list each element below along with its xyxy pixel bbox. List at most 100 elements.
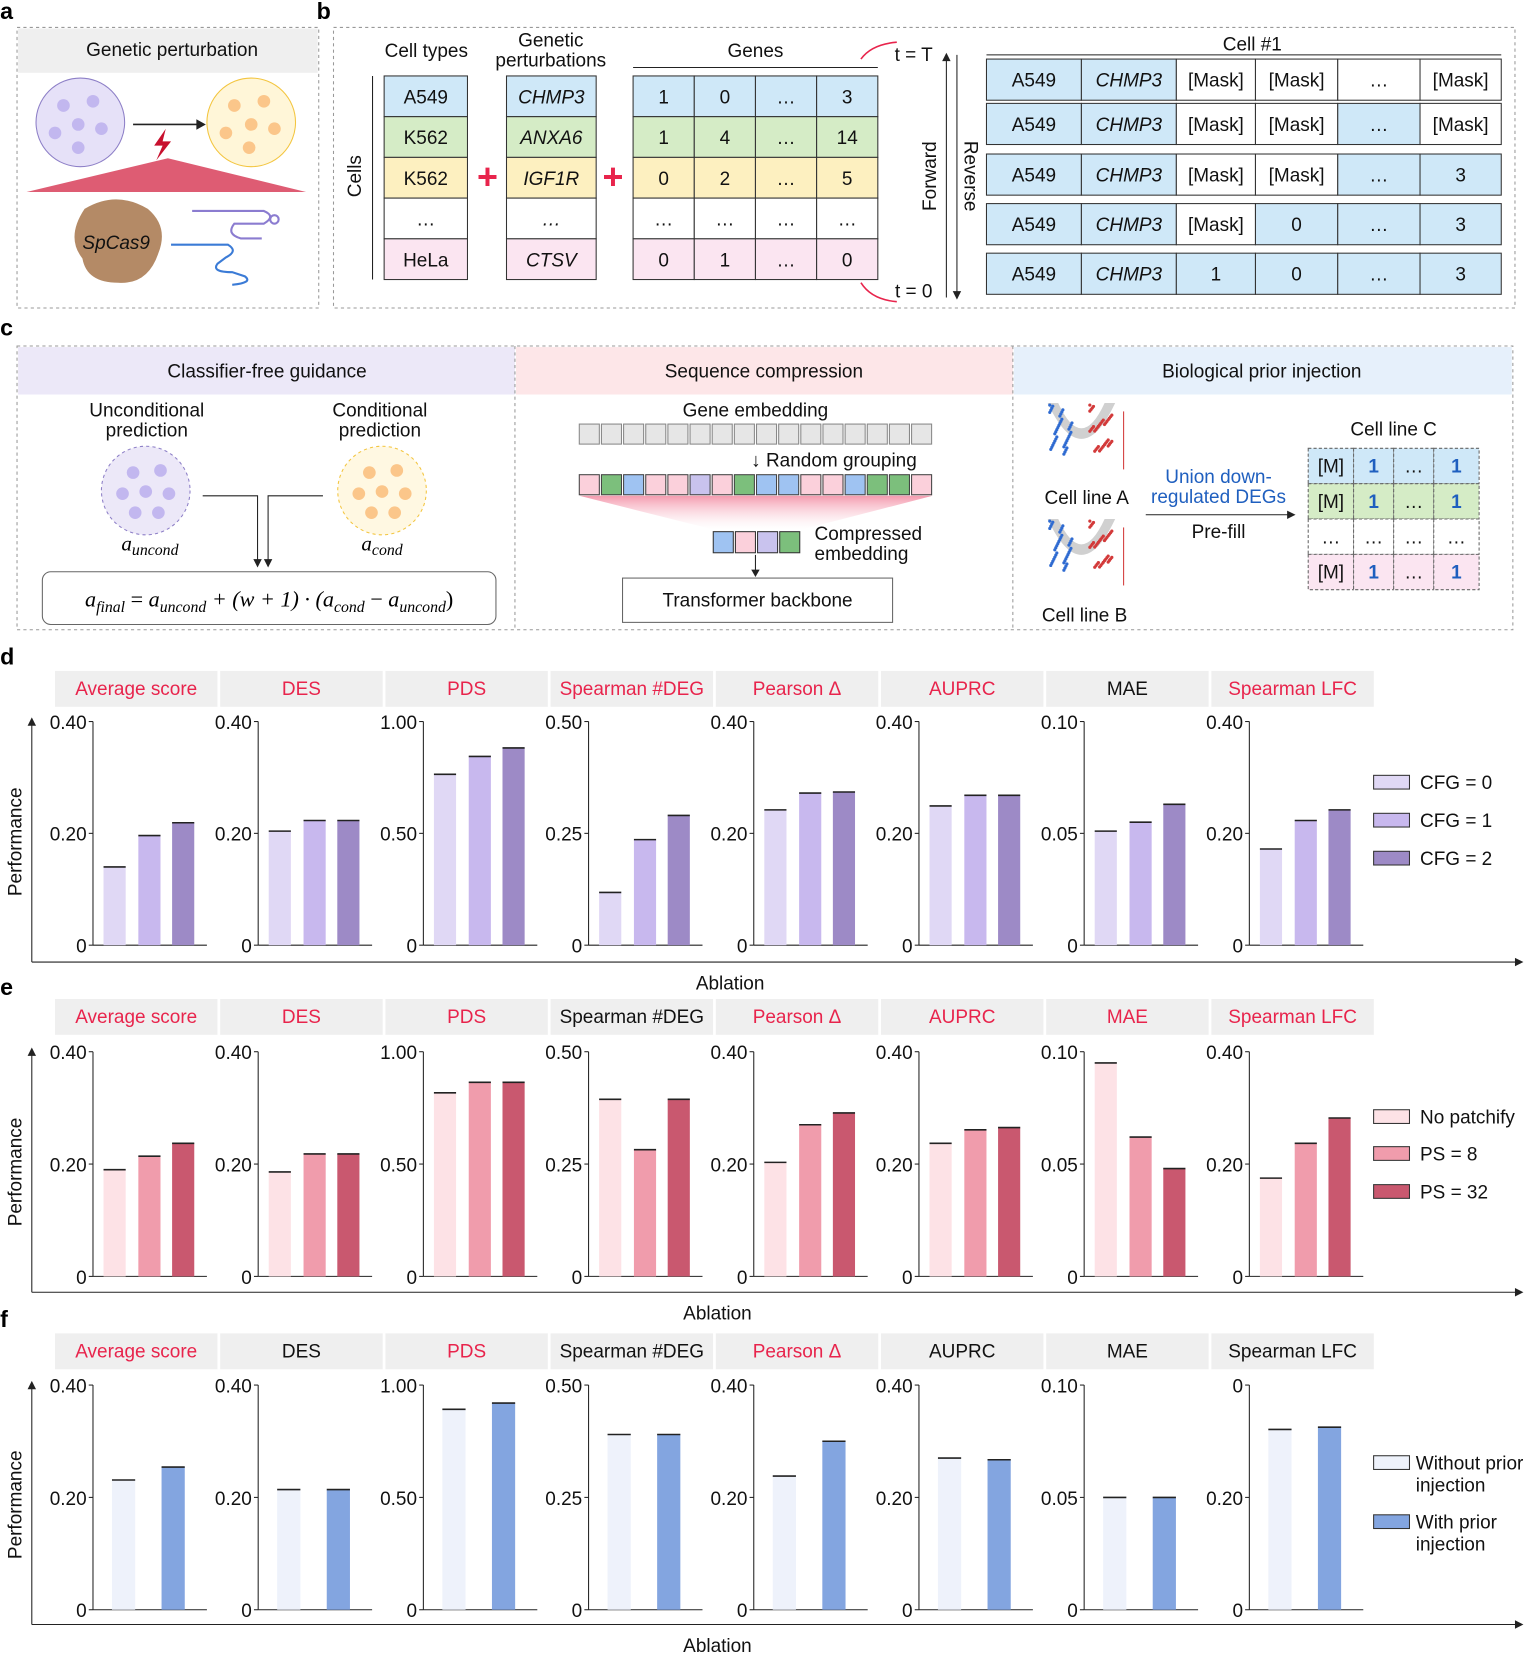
- bar: [442, 1409, 466, 1610]
- y-tick-label: 0.05: [1041, 825, 1078, 846]
- y-tick-label: 0.20: [711, 825, 748, 846]
- uncond-label-1: Unconditional: [89, 401, 204, 422]
- cell-type-label: K562: [404, 169, 448, 190]
- a-cond-label: acond: [361, 532, 402, 559]
- legend-label: injection: [1416, 1535, 1486, 1556]
- x-arrow-icon: [1514, 1288, 1524, 1297]
- union-label-1: Union down-: [1165, 467, 1272, 488]
- bar: [764, 1162, 787, 1277]
- y-tick-label: 0: [76, 937, 87, 958]
- gene-count-value: …: [777, 250, 796, 271]
- y-tick-label: 0: [406, 1268, 417, 1289]
- y-tick-label: 0: [241, 1268, 252, 1289]
- gene-token: [645, 423, 667, 445]
- legend-label: CFG = 1: [1420, 811, 1492, 832]
- prior-value: 1: [1368, 563, 1379, 584]
- y-tick-label: 1.00: [380, 1043, 417, 1064]
- y-tick-label: 0: [241, 1601, 252, 1622]
- grouped-token: [733, 474, 755, 496]
- sequence-token: [Mask]: [1269, 165, 1325, 186]
- legend-label: CFG = 2: [1420, 849, 1492, 870]
- prior-value: 1: [1451, 457, 1462, 478]
- y-tick-label: 0.40: [711, 1043, 748, 1064]
- sequence-token-cell: [985, 252, 1082, 295]
- cond-label-1: Conditional: [332, 401, 427, 422]
- bar: [1328, 1118, 1351, 1277]
- y-tick-label: 0.20: [1206, 825, 1243, 846]
- subplot-pearson-: Pearson Δ 0 0.20 0.40: [711, 670, 879, 958]
- legend-item: PS = 8: [1373, 1144, 1478, 1165]
- y-tick-label: 1.00: [380, 713, 417, 734]
- subplot-header: [55, 998, 218, 1035]
- y-tick-label: 0.20: [50, 1489, 87, 1510]
- subplot-title: MAE: [1107, 1007, 1148, 1028]
- y-tick-label: 0.40: [50, 713, 87, 734]
- grouped-token: [755, 474, 778, 496]
- gene-count-cell: [754, 238, 818, 281]
- bar: [103, 866, 126, 946]
- bar: [1294, 820, 1317, 946]
- prior-cell: [1353, 553, 1395, 591]
- cell-types-header: Cell types: [385, 41, 468, 62]
- sequence-token: 0: [1291, 215, 1302, 236]
- cells-label: Cells: [345, 155, 366, 197]
- gene-token: [600, 423, 623, 445]
- subplot-title: Spearman LFC: [1228, 1342, 1357, 1363]
- subplot-title: DES: [282, 679, 321, 700]
- subplot-title: PDS: [447, 679, 486, 700]
- prior-value: 1: [1451, 563, 1462, 584]
- prior-cell: [1307, 483, 1355, 520]
- mask-token-cell: [1175, 153, 1256, 196]
- bar: [772, 1476, 796, 1610]
- subplot-pearson-: Pearson Δ 0 0.20 0.40: [711, 1333, 879, 1622]
- gene-count-cell: [816, 156, 879, 199]
- y-tick-label: 0.10: [1041, 713, 1078, 734]
- y-tick-label: 0.10: [1041, 1043, 1078, 1064]
- bar: [764, 809, 787, 946]
- y-tick-label: 0.25: [545, 825, 582, 846]
- subplot-title: Pearson Δ: [753, 1007, 842, 1028]
- perturbation-cell: [505, 238, 597, 281]
- genes-header: Genes: [728, 41, 784, 62]
- cell-title: Cell #1: [1223, 35, 1282, 56]
- bar: [172, 1143, 195, 1277]
- legend-label: With prior: [1416, 1513, 1497, 1534]
- sequence-token: A549: [1012, 215, 1056, 236]
- cfg-formula: afinal = auncond + (w + 1) · (acond − au…: [85, 587, 453, 616]
- y-tick-label: 0.40: [711, 1376, 748, 1397]
- sequence-token: 0: [1291, 265, 1302, 286]
- bar: [1152, 1497, 1176, 1610]
- plus-icon: +: [603, 157, 624, 197]
- prior-value: …: [1321, 527, 1340, 548]
- bar: [502, 747, 525, 946]
- y-tick-label: 0.40: [876, 1376, 913, 1397]
- subplot-spearman-deg: Spearman #DEG 0 0.25 0.50: [545, 998, 714, 1289]
- sequence-token-cell: [1419, 153, 1502, 196]
- y-tick-label: 0: [902, 1268, 913, 1289]
- gene-count-cell: [754, 75, 818, 118]
- sequence-token-cell: [985, 58, 1082, 101]
- sequence-token: [Mask]: [1188, 215, 1244, 236]
- subplot-auprc: AUPRC 0 0.20 0.40: [876, 1333, 1044, 1622]
- legend-swatch: [1373, 1184, 1411, 1199]
- gene-count-value: …: [715, 210, 734, 231]
- gene-count-value: 0: [720, 87, 731, 108]
- y-tick-label: 0.20: [50, 1155, 87, 1176]
- bar: [832, 1112, 856, 1277]
- sequence-token-cell: [1419, 203, 1502, 246]
- subplot-average-score: Average score 0 0.20 0.40: [50, 998, 218, 1289]
- y-tick-label: 0.40: [50, 1043, 87, 1064]
- bar: [268, 831, 291, 946]
- subplot-header: [1211, 998, 1374, 1035]
- panel-label-f: f: [0, 1306, 8, 1332]
- legend-label: Without prior: [1416, 1453, 1524, 1474]
- perturbation-label: ANXA6: [519, 128, 583, 149]
- subplot-title: Pearson Δ: [753, 1342, 842, 1363]
- subplot-average-score: Average score 0 0.20 0.40: [50, 670, 218, 958]
- a-uncond-label: auncond: [121, 532, 178, 559]
- legend-label: PS = 32: [1420, 1182, 1488, 1203]
- perturbation-cell: [505, 116, 597, 158]
- gene-token: [623, 423, 645, 445]
- y-tick-label: 0.10: [1041, 1376, 1078, 1397]
- bar: [1094, 1062, 1117, 1277]
